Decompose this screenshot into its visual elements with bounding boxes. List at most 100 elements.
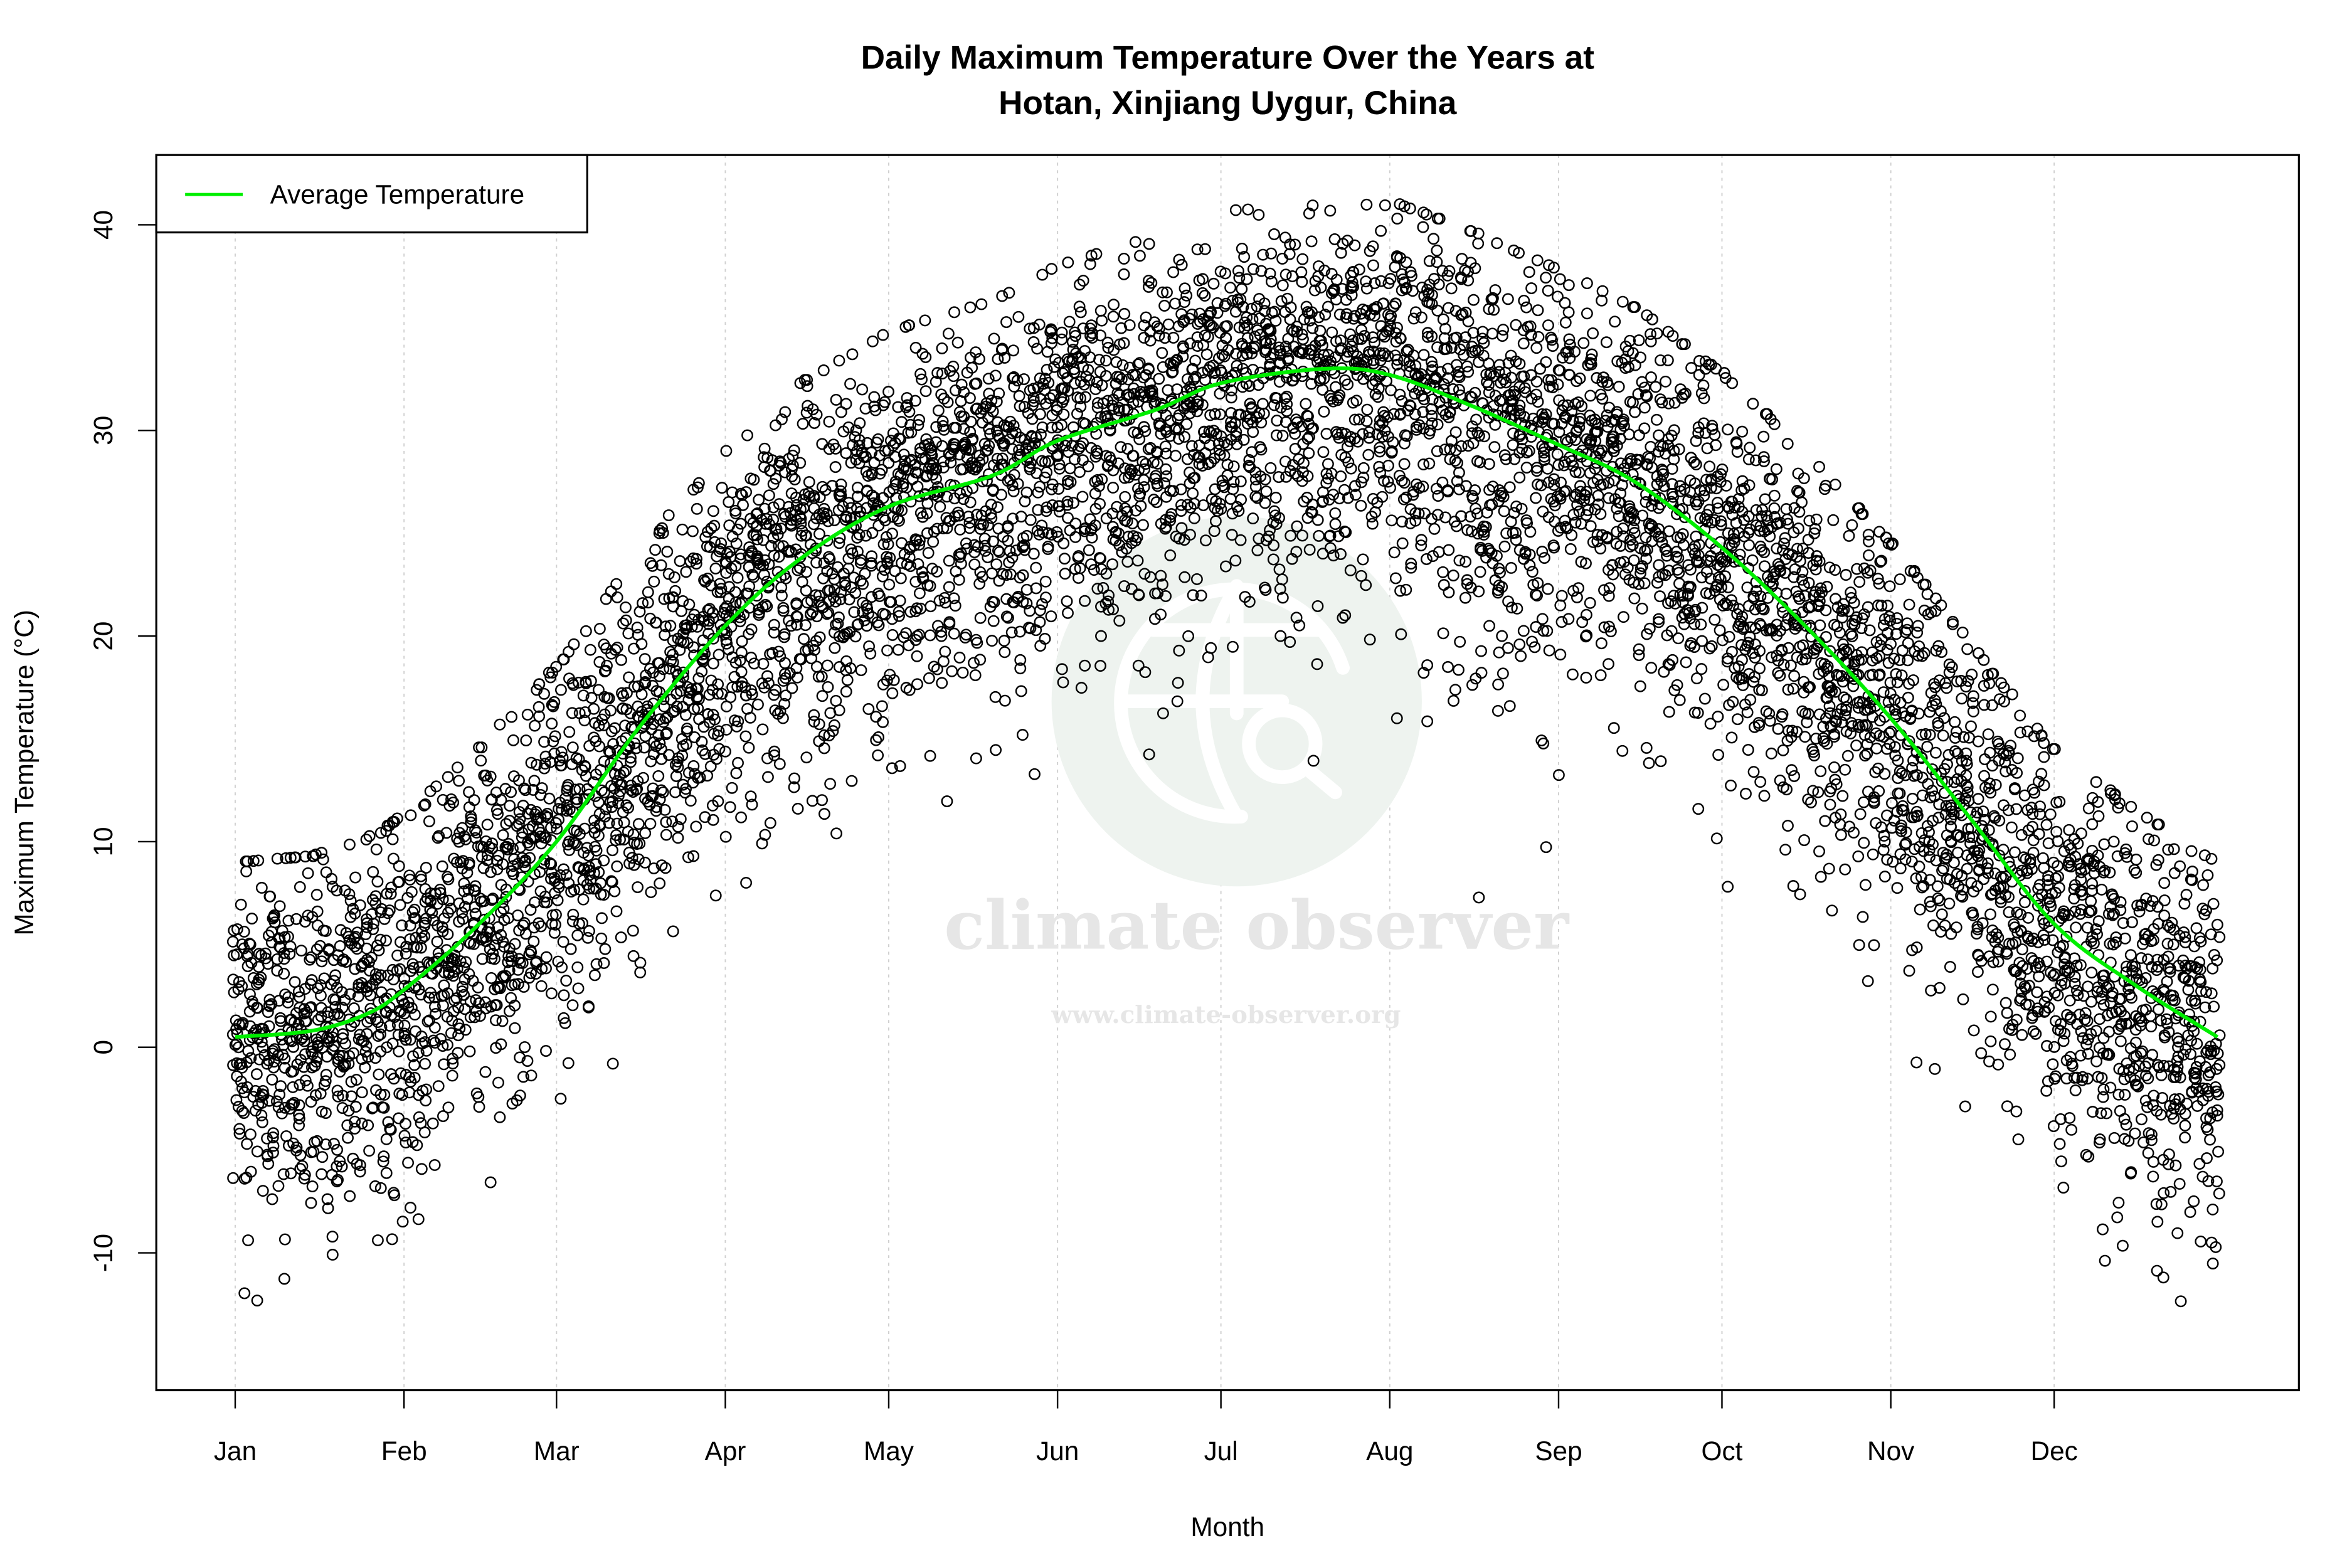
data-point — [853, 528, 866, 541]
data-point — [244, 938, 257, 951]
data-point — [1726, 377, 1739, 389]
data-point — [795, 529, 808, 542]
data-point — [683, 598, 696, 611]
data-point — [378, 913, 391, 925]
data-point — [985, 512, 998, 524]
data-point — [370, 843, 383, 856]
data-point — [930, 473, 942, 485]
data-point — [1078, 523, 1091, 535]
data-point — [660, 728, 672, 741]
data-point — [1047, 389, 1059, 401]
data-point — [1093, 480, 1105, 492]
data-point — [255, 972, 267, 983]
data-point — [810, 635, 822, 647]
data-point — [1011, 374, 1024, 387]
data-point — [406, 906, 419, 918]
data-point — [595, 932, 608, 945]
data-point — [1387, 436, 1399, 448]
data-point — [737, 499, 749, 511]
data-point — [942, 327, 955, 340]
data-point — [336, 1160, 348, 1173]
data-point — [418, 919, 431, 932]
data-point — [1447, 569, 1459, 582]
data-point — [1269, 492, 1282, 504]
data-point — [1107, 310, 1120, 323]
data-point — [768, 745, 781, 758]
data-point — [1470, 672, 1482, 685]
data-point — [632, 818, 645, 830]
data-point — [1353, 413, 1365, 426]
data-point — [1164, 549, 1177, 561]
data-point — [415, 870, 427, 882]
data-point — [655, 559, 667, 571]
data-point — [516, 957, 529, 969]
data-point — [800, 751, 813, 764]
data-point — [1197, 366, 1209, 379]
data-point — [1710, 832, 1723, 845]
data-point — [352, 978, 365, 991]
data-point — [1367, 346, 1379, 358]
data-point — [480, 835, 492, 847]
chart-title-line-2: Hotan, Xinjiang Uygur, China — [999, 85, 1457, 122]
data-point — [788, 781, 800, 793]
data-point — [411, 1139, 423, 1152]
data-point — [631, 622, 644, 634]
data-point — [464, 1045, 476, 1057]
data-point — [400, 1118, 411, 1130]
data-point — [830, 393, 842, 406]
data-point — [1339, 609, 1352, 622]
data-point — [1030, 561, 1042, 574]
data-point — [790, 599, 803, 611]
data-point — [273, 1088, 286, 1101]
data-point — [1409, 368, 1422, 381]
data-point — [1204, 439, 1216, 451]
data-point — [240, 865, 253, 877]
data-point — [719, 830, 732, 843]
data-point — [1322, 300, 1334, 313]
data-point — [1227, 475, 1240, 488]
data-point — [1093, 552, 1106, 564]
data-point — [1181, 499, 1194, 511]
data-point — [1480, 521, 1492, 533]
data-point — [1617, 522, 1629, 535]
data-point — [1234, 475, 1247, 488]
data-point — [1144, 334, 1157, 347]
data-point — [1562, 279, 1575, 291]
data-point — [780, 572, 792, 585]
data-point — [662, 568, 675, 580]
data-point — [849, 586, 862, 599]
data-point — [691, 502, 703, 515]
data-point — [770, 472, 782, 485]
data-point — [1256, 398, 1269, 410]
data-point — [448, 994, 461, 1007]
data-point — [322, 943, 335, 955]
data-point — [267, 1061, 280, 1074]
data-point — [331, 1143, 344, 1156]
data-point — [1350, 489, 1362, 501]
data-point — [1454, 635, 1466, 648]
data-point — [1328, 283, 1340, 295]
data-point — [1333, 389, 1346, 401]
data-point — [469, 908, 482, 920]
data-point — [808, 417, 820, 429]
data-point — [1269, 314, 1282, 327]
data-point — [870, 734, 882, 746]
data-point — [835, 489, 847, 502]
data-point — [1554, 599, 1567, 612]
data-point — [1543, 644, 1555, 657]
data-point — [719, 745, 731, 758]
data-point — [259, 947, 272, 960]
data-point — [342, 1104, 355, 1117]
data-point — [1255, 443, 1268, 456]
data-point — [598, 708, 611, 721]
data-point — [266, 1073, 278, 1086]
data-point — [1420, 208, 1433, 221]
data-point — [430, 780, 443, 793]
data-point — [588, 702, 600, 715]
data-point — [1205, 642, 1217, 654]
data-point — [1731, 713, 1744, 726]
data-point — [294, 1079, 306, 1091]
data-point — [893, 610, 905, 622]
data-point — [982, 373, 995, 385]
data-point — [723, 592, 735, 605]
